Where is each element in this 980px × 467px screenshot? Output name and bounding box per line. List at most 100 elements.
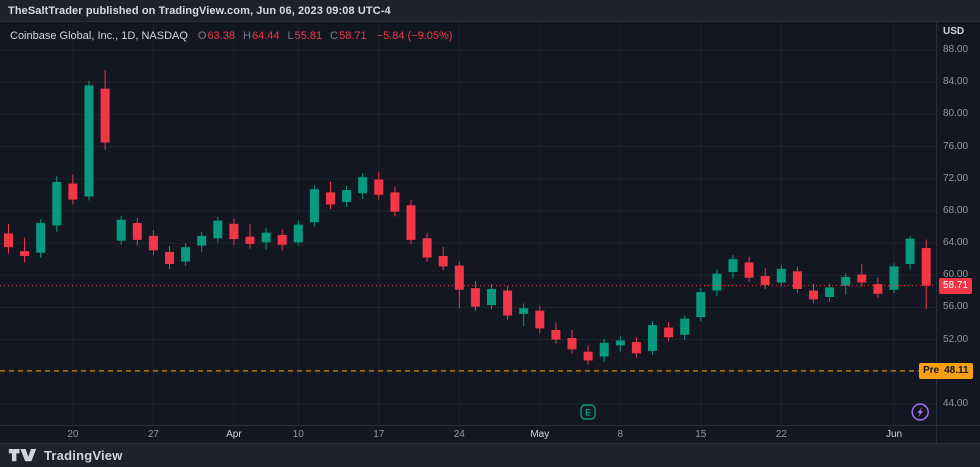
- candle-body: [809, 290, 818, 300]
- candle-body: [599, 342, 609, 357]
- candle-body: [760, 276, 770, 285]
- candle-body: [487, 288, 496, 306]
- high-value: 64.44: [251, 30, 280, 42]
- candle-body: [841, 276, 851, 286]
- candle-body: [52, 181, 62, 226]
- brand-wordmark[interactable]: TradingView: [44, 448, 123, 463]
- open-label: O: [197, 30, 207, 42]
- currency-label: USD: [943, 26, 965, 37]
- earnings-icon-letter: E: [585, 408, 591, 418]
- close-label: C: [330, 30, 339, 42]
- change-value: −5.84 (−9.05%): [376, 30, 453, 42]
- candle-body: [551, 329, 561, 340]
- chart-legend[interactable]: Coinbase Global, Inc., 1D, NASDAQ O63.38…: [10, 30, 452, 42]
- candle-body: [165, 251, 174, 265]
- publish-text: TheSaltTrader published on TradingView.c…: [8, 4, 391, 17]
- open-value: 63.38: [207, 30, 236, 42]
- ohlc-readout: O63.38 H64.44 L55.81 C58.71: [198, 30, 367, 42]
- premarket-value: 48.11: [944, 364, 969, 376]
- price-axis[interactable]: USD 58.71 Pre 48.11 88.00 84.00 80.00 76.00…: [919, 22, 980, 443]
- candle-body: [825, 287, 835, 297]
- candle-body: [358, 177, 368, 194]
- earnings-icon[interactable]: [580, 404, 596, 420]
- candle-body: [197, 235, 207, 246]
- candle-body: [728, 259, 738, 273]
- price-tick-label: 84.00: [943, 76, 969, 88]
- candle-body: [406, 205, 416, 240]
- low-value: 55.81: [294, 30, 323, 42]
- footer-bar: TradingView: [0, 443, 980, 467]
- time-tick-label: 17: [373, 429, 385, 440]
- candle-body: [503, 290, 513, 316]
- last-price-badge: 58.71: [939, 277, 973, 294]
- candle-body: [293, 224, 303, 243]
- candle-body: [535, 310, 545, 329]
- candle-body: [905, 238, 915, 265]
- price-tick-label: 60.00: [943, 269, 969, 281]
- time-tick-label: 22: [775, 429, 787, 440]
- time-tick-label: 27: [147, 429, 159, 440]
- candle-body: [309, 189, 319, 223]
- candle-body: [696, 292, 706, 318]
- candle-body: [889, 266, 899, 290]
- candle-body: [68, 183, 78, 200]
- price-tick-label: 76.00: [943, 140, 969, 152]
- candle-body: [148, 235, 158, 251]
- candlestick-plot[interactable]: E: [0, 22, 936, 425]
- candle-body: [776, 268, 786, 283]
- candle-body: [390, 192, 400, 212]
- candle-body: [470, 288, 480, 307]
- time-tick-label: 20: [67, 429, 79, 440]
- price-tick-label: 80.00: [943, 108, 969, 120]
- high-label: H: [243, 30, 251, 42]
- candle-body: [712, 273, 722, 291]
- chart-canvas[interactable]: E Coinbase Global, Inc., 1D, NASDAQ O63.…: [0, 22, 980, 443]
- price-tick-label: 52.00: [943, 333, 969, 345]
- candle-body: [4, 233, 13, 248]
- candle-body: [181, 247, 191, 262]
- time-tick-label: 10: [292, 429, 304, 440]
- premarket-label: Pre: [923, 364, 940, 376]
- candle-body: [792, 271, 802, 289]
- candle-body: [454, 265, 464, 290]
- price-tick-label: 44.00: [943, 398, 969, 409]
- candle-body: [84, 85, 94, 197]
- time-tick-label: 8: [617, 429, 624, 440]
- candle-body: [213, 220, 223, 239]
- candle-body: [583, 351, 593, 361]
- price-tick-label: 68.00: [943, 204, 969, 216]
- candle-body: [229, 223, 239, 240]
- candle-body: [873, 284, 883, 294]
- tradingview-logo-icon[interactable]: [8, 448, 38, 464]
- candle-body: [519, 308, 529, 314]
- candle-body: [36, 222, 46, 253]
- price-tick-label: 88.00: [943, 44, 969, 55]
- candle-body: [326, 192, 335, 205]
- candle-body: [664, 327, 674, 338]
- symbol-title[interactable]: Coinbase Global, Inc., 1D, NASDAQ: [10, 30, 188, 42]
- price-tick-label: 72.00: [943, 172, 969, 184]
- time-axis[interactable]: 20 27 Apr 10 17 24 May 8 15 22 Jun: [0, 425, 980, 443]
- candle-body: [744, 262, 754, 278]
- candle-body: [857, 274, 867, 283]
- time-tick-label: Apr: [226, 429, 242, 440]
- candle-body: [680, 318, 690, 335]
- candle-body: [277, 235, 287, 245]
- lightning-bolt-glyph: [917, 407, 923, 417]
- candle-body: [438, 255, 448, 267]
- candle-body: [374, 179, 384, 195]
- time-tick-label: Jun: [885, 429, 903, 440]
- candle-body: [921, 248, 931, 286]
- candle-body: [422, 238, 432, 258]
- time-tick-label: 15: [695, 429, 707, 440]
- candle-body: [261, 232, 271, 243]
- price-tick-label: 64.00: [943, 237, 969, 249]
- candle-body: [100, 88, 110, 143]
- candle-body: [567, 338, 577, 350]
- candle-body: [342, 189, 352, 203]
- close-value: 58.71: [339, 30, 367, 42]
- price-tick-label: 56.00: [943, 301, 969, 313]
- candle-body: [245, 236, 255, 244]
- time-tick-label: May: [530, 429, 550, 440]
